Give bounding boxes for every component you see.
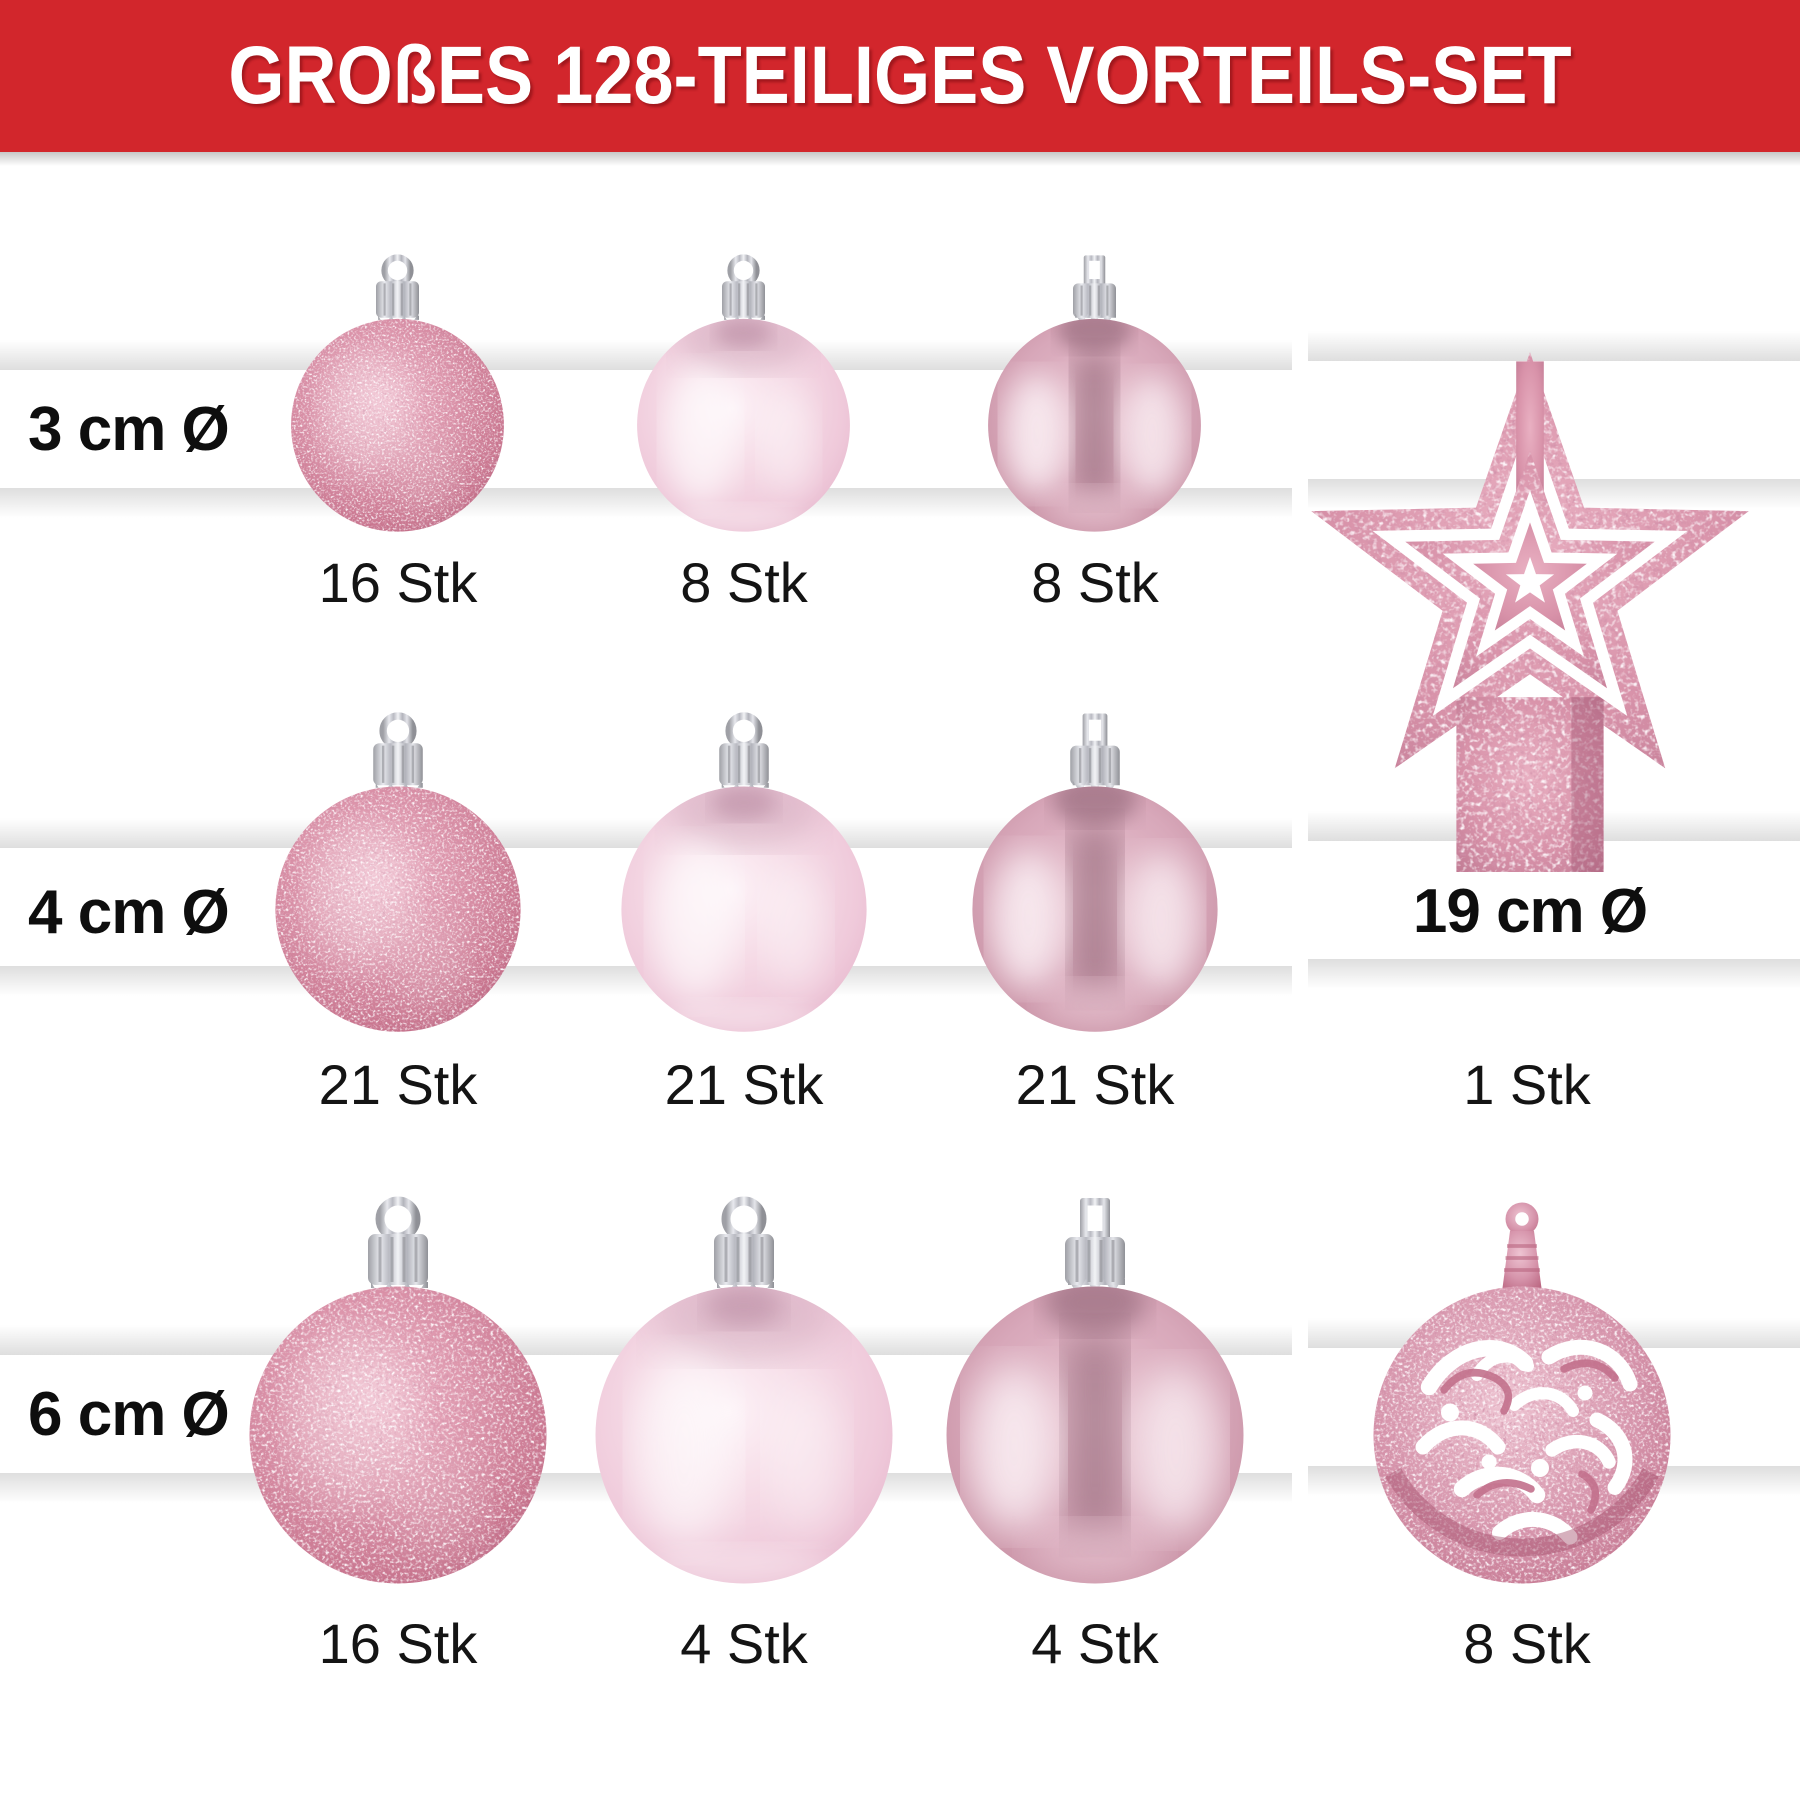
count-satin-4cm: 21 Stk [664,1053,824,1116]
count-satin-3cm: 8 Stk [680,551,808,614]
size-label-6cm: 6 cm Ø [28,1380,230,1449]
count-filigree-6cm: 8 Stk [1463,1612,1591,1675]
size-label-19cm: 19 cm Ø [1412,877,1648,946]
count-matte-3cm: 8 Stk [1031,551,1159,614]
count-satin-6cm: 4 Stk [680,1612,808,1675]
count-glitter-4cm: 21 Stk [318,1053,478,1116]
bauble-filigree-6cm [1372,1195,1672,1585]
page-title: GROßES 128-TEILIGES VORTEILS-SET [228,30,1572,121]
bauble-glitter-4cm [274,711,522,1033]
bauble-glitter-3cm [290,253,505,533]
size-label-3cm: 3 cm Ø [28,395,230,464]
bauble-matte-6cm [945,1195,1245,1585]
count-glitter-6cm: 16 Stk [318,1612,478,1675]
count-matte-4cm: 21 Stk [1015,1053,1175,1116]
bauble-glitter-6cm [248,1195,548,1585]
bauble-satin-6cm [594,1195,894,1585]
banner-shadow [0,152,1800,166]
bauble-satin-4cm [620,711,868,1033]
bauble-matte-4cm [971,711,1219,1033]
count-star-topper: 1 Stk [1463,1053,1591,1116]
title-banner: GROßES 128-TEILIGES VORTEILS-SET [0,0,1800,152]
star-topper [1300,343,1760,872]
count-glitter-3cm: 16 Stk [318,551,478,614]
count-matte-6cm: 4 Stk [1031,1612,1159,1675]
bauble-matte-3cm [987,253,1202,533]
size-label-4cm: 4 cm Ø [28,878,230,947]
bauble-satin-3cm [636,253,851,533]
